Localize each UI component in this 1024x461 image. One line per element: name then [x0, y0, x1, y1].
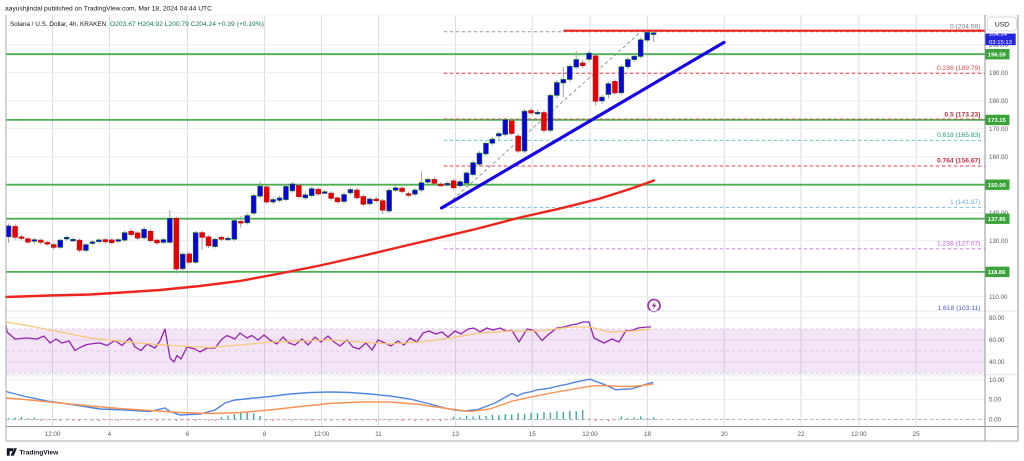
svg-text:11: 11	[375, 431, 382, 438]
svg-text:0.236 (189.79): 0.236 (189.79)	[937, 65, 981, 72]
svg-text:4: 4	[108, 431, 112, 438]
svg-text:60.00: 60.00	[989, 337, 1005, 344]
svg-text:150.00: 150.00	[988, 183, 1007, 189]
svg-text:110.00: 110.00	[989, 294, 1008, 301]
svg-text:118.86: 118.86	[988, 270, 1006, 276]
svg-text:204.24: 204.24	[989, 32, 1008, 38]
svg-text:0 (204.59): 0 (204.59)	[950, 24, 981, 31]
svg-text:USD: USD	[995, 21, 1009, 28]
svg-text:O203.67 H204.92 L200.79 C204.2: O203.67 H204.92 L200.79 C204.24 +0.39 (+…	[110, 21, 264, 28]
svg-text:18: 18	[644, 431, 651, 438]
svg-text:1 (141.87): 1 (141.87)	[950, 199, 981, 206]
svg-text:1.236 (127.07): 1.236 (127.07)	[937, 241, 981, 248]
svg-text:22: 22	[798, 431, 805, 438]
svg-text:12:00: 12:00	[582, 431, 598, 438]
svg-text:6: 6	[186, 431, 190, 438]
svg-text:0.618 (165.83): 0.618 (165.83)	[937, 132, 981, 139]
svg-text:03:15:13: 03:15:13	[989, 40, 1013, 46]
svg-text:10.00: 10.00	[989, 377, 1005, 384]
svg-text:8: 8	[263, 431, 267, 438]
svg-text:160.00: 160.00	[989, 154, 1008, 161]
svg-text:137.85: 137.85	[988, 217, 1007, 223]
svg-text:0.5 (173.23): 0.5 (173.23)	[944, 111, 980, 118]
svg-text:0.764 (156.67): 0.764 (156.67)	[937, 158, 981, 165]
svg-text:170.00: 170.00	[989, 126, 1008, 133]
svg-text:40.00: 40.00	[989, 359, 1005, 366]
svg-text:0.00: 0.00	[989, 417, 1002, 424]
svg-text:13: 13	[452, 431, 459, 438]
svg-text:15: 15	[529, 431, 536, 438]
svg-text:80.00: 80.00	[989, 315, 1005, 322]
svg-text:TradingView: TradingView	[20, 450, 60, 457]
svg-text:aayushjindal published on Trad: aayushjindal published on TradingView.co…	[5, 5, 212, 12]
svg-text:140.00: 140.00	[989, 210, 1008, 217]
svg-text:5.00: 5.00	[989, 397, 1002, 404]
svg-text:12:00: 12:00	[314, 431, 330, 438]
svg-text:25: 25	[913, 431, 920, 438]
svg-text:196.59: 196.59	[988, 52, 1007, 58]
svg-text:130.00: 130.00	[989, 238, 1008, 245]
svg-text:Solana / U.S. Dollar, 4h, KRAK: Solana / U.S. Dollar, 4h, KRAKEN	[10, 21, 107, 28]
svg-text:173.15: 173.15	[988, 118, 1007, 124]
svg-text:12:00: 12:00	[851, 431, 867, 438]
svg-text:190.00: 190.00	[989, 70, 1008, 77]
svg-text:180.00: 180.00	[989, 98, 1008, 105]
svg-text:20: 20	[721, 431, 728, 438]
svg-text:200.00: 200.00	[989, 42, 1008, 49]
svg-text:1.618 (103.11): 1.618 (103.11)	[937, 305, 980, 312]
svg-text:12:00: 12:00	[45, 431, 61, 438]
